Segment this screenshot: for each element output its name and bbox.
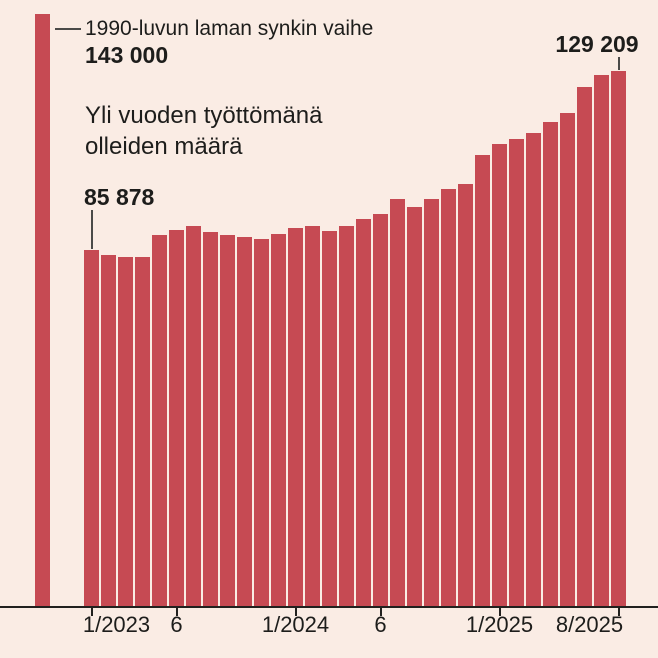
bar [254, 239, 269, 606]
bar [169, 230, 184, 606]
bar [84, 250, 99, 606]
legend-value: 143 000 [85, 42, 169, 68]
last-bar-value-label: 129 209 [555, 31, 639, 57]
bar-series [84, 71, 626, 606]
bar [611, 71, 626, 606]
x-tick [294, 608, 297, 616]
x-tick-label: 1/2025 [465, 612, 534, 637]
x-tick-label: 6 [170, 612, 183, 637]
x-tick [90, 608, 93, 616]
x-tick [498, 608, 501, 616]
reference-bar-1990s-recession [35, 14, 50, 606]
bar [220, 235, 235, 606]
bar [577, 87, 592, 606]
bar [373, 214, 388, 606]
bar [475, 155, 490, 606]
bar [203, 232, 218, 606]
x-tick [617, 608, 620, 616]
bar [356, 219, 371, 606]
bar [458, 184, 473, 606]
bar [322, 231, 337, 606]
bar [152, 235, 167, 606]
bar [390, 199, 405, 606]
x-tick-label: 1/2024 [261, 612, 330, 637]
bar [441, 189, 456, 606]
x-tick-label: 6 [374, 612, 387, 637]
bar [560, 113, 575, 606]
chart-title-line1: Yli vuoden työttömänä [85, 102, 323, 129]
bar [237, 237, 252, 606]
bar [424, 199, 439, 606]
bar [526, 133, 541, 606]
bar [101, 255, 116, 606]
bar [594, 75, 609, 606]
x-tick-label: 8/2025 [555, 612, 624, 637]
x-tick [379, 608, 382, 616]
bar [135, 257, 150, 606]
bar [271, 234, 286, 606]
bar [288, 228, 303, 606]
first-bar-value-label: 85 878 [84, 184, 155, 210]
bar [339, 226, 354, 606]
bar [543, 122, 558, 606]
x-tick-label: 1/2023 [82, 612, 151, 637]
bar [492, 144, 507, 606]
bar [407, 207, 422, 606]
bar [186, 226, 201, 606]
bar [509, 139, 524, 606]
x-tick [175, 608, 178, 616]
last-bar-leader-line [617, 57, 620, 70]
first-bar-leader-line [90, 210, 93, 249]
legend-label: 1990-luvun laman synkin vaihe [85, 17, 374, 40]
chart-title: Yli vuoden työttömänä olleiden määrä [85, 100, 322, 162]
bar [118, 257, 133, 606]
bar [305, 226, 320, 606]
x-axis-line [0, 606, 658, 608]
chart-title-line2: olleiden määrä [85, 133, 243, 160]
legend-dash-line [55, 28, 81, 30]
